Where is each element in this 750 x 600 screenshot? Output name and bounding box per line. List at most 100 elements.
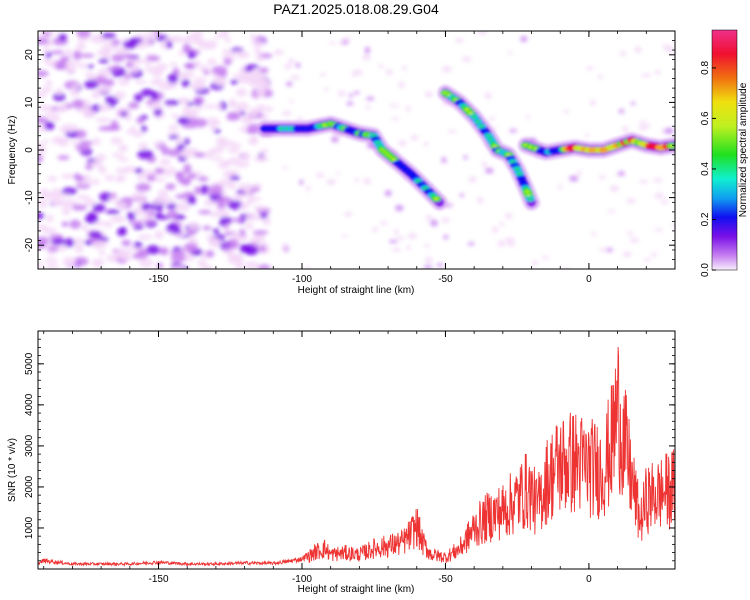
spectral-blob xyxy=(118,78,130,86)
spectral-blob xyxy=(154,212,163,218)
spectral-blob xyxy=(504,213,513,219)
spectrogram-noise-layer xyxy=(38,31,675,269)
spectral-blob xyxy=(118,143,128,153)
spectral-blob xyxy=(626,198,636,204)
spectral-blob xyxy=(104,174,115,182)
spectral-blob xyxy=(289,99,294,104)
spectral-blob xyxy=(38,38,50,45)
ridge-peak xyxy=(516,175,527,182)
spectral-blob xyxy=(171,113,179,119)
spectrogram-ridge-layer xyxy=(256,84,675,211)
spectral-blob xyxy=(38,117,49,124)
spectral-blob xyxy=(82,108,95,119)
spectral-blob xyxy=(187,195,196,205)
spectral-blob xyxy=(264,105,273,113)
spectral-blob xyxy=(186,33,198,42)
spectral-blob xyxy=(287,58,295,64)
spectral-blob xyxy=(47,175,58,182)
ridge-peak-core xyxy=(460,104,466,108)
spectral-blob xyxy=(525,115,531,120)
spectral-blob xyxy=(249,73,266,83)
spectral-blob xyxy=(91,34,103,44)
spectral-blob xyxy=(138,142,149,150)
spectral-blob xyxy=(178,97,189,105)
spectral-blob xyxy=(164,99,180,106)
spectral-blob xyxy=(60,173,76,179)
ridge-peak-core xyxy=(478,124,484,128)
spectral-blob xyxy=(653,228,664,232)
ridge-peak-core xyxy=(468,111,474,115)
spectral-blob xyxy=(106,66,121,71)
spectral-blob xyxy=(366,96,375,101)
spectral-blob xyxy=(351,70,357,78)
spectral-blob xyxy=(244,67,254,72)
spectral-blob xyxy=(75,43,87,51)
spectral-blob xyxy=(319,72,327,77)
spectral-blob xyxy=(144,67,153,73)
spectral-blob xyxy=(223,58,232,66)
spectral-blob xyxy=(46,263,60,269)
spectral-blob xyxy=(170,254,186,262)
spectral-blob xyxy=(147,31,157,41)
spectral-blob xyxy=(315,172,325,178)
spectral-blob xyxy=(50,50,65,55)
spectral-blob xyxy=(113,91,126,100)
spectral-blob xyxy=(335,171,341,175)
spectral-blob xyxy=(183,163,192,174)
spectral-blob xyxy=(569,175,579,182)
x-tick-label: -50 xyxy=(438,274,453,285)
snr-y-axis: 1000 2000 3000 4000 5000 xyxy=(24,330,675,562)
spectral-blob xyxy=(228,100,237,109)
spectral-blob xyxy=(136,174,145,181)
ridge-peak-core xyxy=(514,167,520,171)
spectral-blob xyxy=(251,39,265,47)
y-tick-label: 1000 xyxy=(24,516,35,539)
x-tick-label: 0 xyxy=(586,574,592,585)
x-tick-label: -100 xyxy=(292,574,312,585)
spectral-blob xyxy=(161,247,169,256)
spectral-blob xyxy=(58,33,67,42)
spectral-blob xyxy=(58,242,67,252)
spectral-blob xyxy=(227,147,240,154)
spectral-blob xyxy=(255,104,267,113)
spectral-blob xyxy=(175,137,185,147)
x-tick-label: 0 xyxy=(586,274,592,285)
spectral-blob xyxy=(57,155,70,160)
spectral-blob xyxy=(38,212,45,220)
spectral-blob xyxy=(73,173,81,180)
spectral-blob xyxy=(323,87,330,92)
spectral-blob xyxy=(197,210,212,215)
spectral-blob xyxy=(285,81,293,87)
spectral-blob xyxy=(244,261,259,269)
spectral-blob xyxy=(251,183,262,190)
y-tick-label: 10 xyxy=(24,96,35,108)
colorbar-gradient xyxy=(711,29,738,271)
spectral-blob xyxy=(391,117,400,121)
spectral-blob xyxy=(110,137,123,145)
spectral-blob xyxy=(94,221,110,226)
spectrogram-x-axis: -150 -100 -50 0 xyxy=(43,31,676,285)
ridge-peak-core xyxy=(391,158,397,162)
spectral-blob xyxy=(254,46,262,55)
spectral-blob xyxy=(38,154,44,163)
spectral-blob xyxy=(597,73,603,80)
spectral-blob xyxy=(187,221,201,231)
spectral-blob xyxy=(638,120,647,124)
spectral-blob xyxy=(170,265,185,269)
spectral-blob xyxy=(245,246,259,256)
spectral-blob xyxy=(105,209,121,215)
ridge-peak-core xyxy=(415,179,421,183)
spectral-blob xyxy=(39,104,53,112)
colorbar: 0.0 0.2 0.4 0.6 0.8 Normalized spectral ampl… xyxy=(700,29,749,277)
colorbar-ticks: 0.0 0.2 0.4 0.6 0.8 xyxy=(700,61,716,277)
spectral-blob xyxy=(152,78,165,83)
x-tick-label: -150 xyxy=(149,574,169,585)
spectral-blob xyxy=(75,143,91,152)
spectral-blob xyxy=(343,211,353,217)
ridge-peak-core xyxy=(422,186,428,190)
ridge-peak-core xyxy=(475,119,481,123)
spectral-blob xyxy=(442,65,452,73)
spectral-blob xyxy=(156,205,163,213)
ridge-peak-core xyxy=(516,172,522,176)
spectral-blob xyxy=(558,184,563,190)
